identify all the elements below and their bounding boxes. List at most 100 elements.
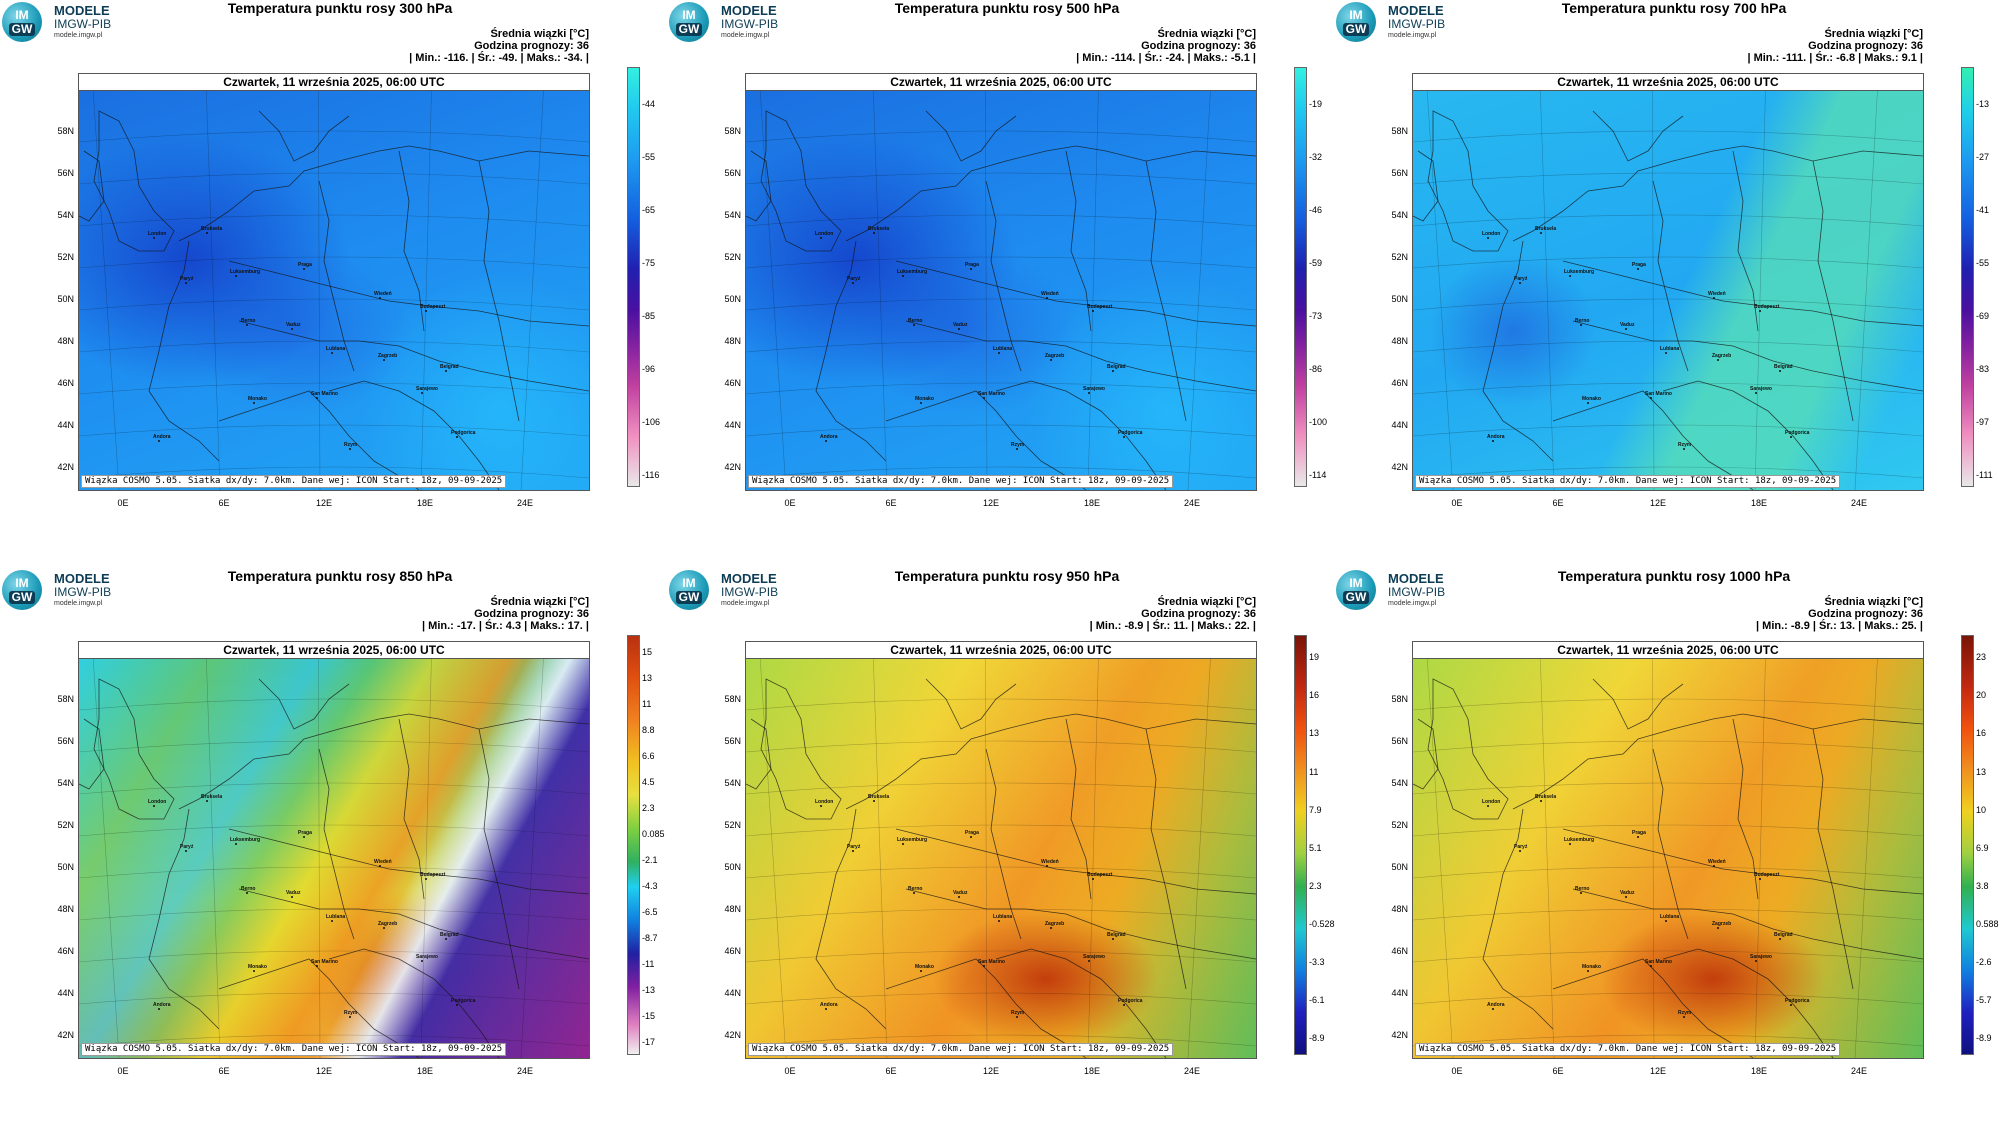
longitude-line: [92, 91, 120, 490]
colorbar-tick-label: -8.7: [642, 932, 658, 943]
longitude-tick-label: 12E: [315, 498, 332, 508]
city-marker: Lublana: [993, 346, 1012, 354]
latitude-line: [1413, 824, 1923, 837]
city-marker: San Marino: [978, 959, 1005, 967]
city-marker: Luksemburg: [897, 269, 927, 277]
city-label: Wiedeń: [1708, 859, 1726, 865]
city-label: Sarajewo: [1750, 386, 1772, 392]
city-marker: Berno: [241, 886, 255, 894]
latitude-tick-label: 42N: [724, 1030, 741, 1040]
boundary-line: [1427, 110, 1509, 252]
city-marker: Berno: [241, 318, 255, 326]
city-dot: [958, 328, 960, 330]
city-marker: Belgrad: [440, 932, 459, 940]
colorbar-tick-label: -4.3: [642, 880, 658, 891]
latitude-tick-label: 50N: [57, 294, 74, 304]
stats-block: Średnia wiązki [°C] Godzina prognozy: 36 |…: [1090, 596, 1256, 632]
longitude-line: [1854, 659, 1878, 1058]
latitude-tick-label: 58N: [57, 126, 74, 136]
city-marker: Berno: [908, 318, 922, 326]
city-marker: Podgorica: [451, 998, 476, 1006]
latitude-line: [79, 172, 589, 185]
latitude-line: [79, 782, 589, 795]
city-dot: [425, 310, 427, 312]
city-label: Lublana: [993, 346, 1012, 352]
colorbar-tick-label: 6.6: [642, 750, 655, 761]
city-dot: [1637, 268, 1639, 270]
city-label: Belgrad: [1107, 364, 1126, 370]
dew-point-map[interactable]: Czwartek, 11 września 2025, 06:00 UTC Lon…: [78, 641, 590, 1059]
city-marker: Podgorica: [451, 430, 476, 438]
latitude-tick-label: 58N: [1391, 694, 1408, 704]
boundary-line: [178, 145, 589, 242]
boundary-line: [1427, 678, 1509, 820]
longitude-tick-label: 6E: [218, 498, 230, 508]
latitude-line: [1413, 740, 1923, 753]
city-label: Praga: [1632, 262, 1646, 268]
city-marker: Paryż: [180, 844, 194, 852]
city-marker: Lublana: [1660, 914, 1679, 922]
city-marker: Monako: [1582, 396, 1601, 404]
city-marker: Podgorica: [1785, 998, 1810, 1006]
dew-point-map[interactable]: Czwartek, 11 września 2025, 06:00 UTC Lon…: [745, 73, 1257, 491]
city-marker: Sarajewo: [1083, 386, 1105, 394]
boundary-line: [746, 718, 772, 790]
city-dot: [1790, 436, 1792, 438]
city-dot: [1683, 1016, 1685, 1018]
logo-org: IMGW-PIB: [721, 585, 779, 599]
city-marker: Monako: [915, 396, 934, 404]
latitude-line: [746, 298, 1256, 311]
latitude-tick-label: 56N: [57, 168, 74, 178]
dew-point-map[interactable]: Czwartek, 11 września 2025, 06:00 UTC Lon…: [1412, 641, 1924, 1059]
city-label: Praga: [298, 262, 312, 268]
city-label: Monako: [1582, 396, 1601, 402]
logo-org: IMGW-PIB: [1388, 17, 1446, 31]
city-label: San Marino: [1645, 391, 1672, 397]
city-label: London: [815, 799, 833, 805]
boundary-line: [845, 145, 1256, 242]
latitude-tick-label: 46N: [57, 378, 74, 388]
boundary-line: [238, 888, 589, 960]
city-marker: Paryż: [847, 844, 861, 852]
city-dot: [235, 843, 237, 845]
latitude-line: [1413, 1034, 1923, 1047]
dew-point-map[interactable]: Czwartek, 11 września 2025, 06:00 UTC Lon…: [745, 641, 1257, 1059]
longitude-line: [759, 91, 787, 490]
longitude-line: [92, 659, 120, 1058]
city-dot: [1665, 920, 1667, 922]
longitude-line: [873, 91, 888, 490]
city-label: Vaduz: [1620, 322, 1635, 328]
dew-point-map[interactable]: Czwartek, 11 września 2025, 06:00 UTC Lon…: [1412, 73, 1924, 491]
logo-mark: IM GW: [2, 570, 42, 610]
city-label: Berno: [908, 318, 922, 324]
forecast-hour: Godzina prognozy: 36: [474, 608, 589, 620]
city-marker: Lublana: [326, 914, 345, 922]
colorbar-tick-label: 0.588: [1976, 919, 1999, 930]
dew-point-map[interactable]: Czwartek, 11 września 2025, 06:00 UTC Lon…: [78, 73, 590, 491]
latitude-tick-label: 46N: [724, 378, 741, 388]
city-label: Belgrad: [440, 932, 459, 938]
min-mean-max: | Min.: -116. | Śr.: -49. | Maks.: -34. …: [409, 52, 589, 64]
longitude-line: [206, 91, 221, 490]
city-dot: [303, 836, 305, 838]
city-marker: Wiedeń: [1041, 291, 1059, 299]
city-label: Monako: [1582, 964, 1601, 970]
dew-point-field: [1413, 659, 1923, 1058]
city-label: Lublana: [326, 914, 345, 920]
city-dot: [1790, 1004, 1792, 1006]
logo-mark-top: IM: [1349, 575, 1363, 590]
city-label: Monako: [915, 964, 934, 970]
city-dot: [425, 878, 427, 880]
map-overlay: London Bruksela Paryż Luksemburg Praga Wiedeń…: [746, 91, 1256, 490]
city-label: Zagrzeb: [1045, 921, 1064, 927]
colorbar-tick-label: 4.5: [642, 776, 655, 787]
city-dot: [379, 297, 381, 299]
city-dot: [235, 275, 237, 277]
longitude-tick-label: 12E: [982, 1066, 999, 1076]
map-overlay: London Bruksela Paryż Luksemburg Praga Wiedeń…: [79, 659, 589, 1058]
city-marker: Zagrzeb: [378, 353, 397, 361]
city-dot: [1050, 927, 1052, 929]
latitude-line: [1413, 298, 1923, 311]
colorbar-tick-label: -3.3: [1309, 957, 1325, 968]
map-overlay: London Bruksela Paryż Luksemburg Praga Wiedeń…: [1413, 91, 1923, 490]
